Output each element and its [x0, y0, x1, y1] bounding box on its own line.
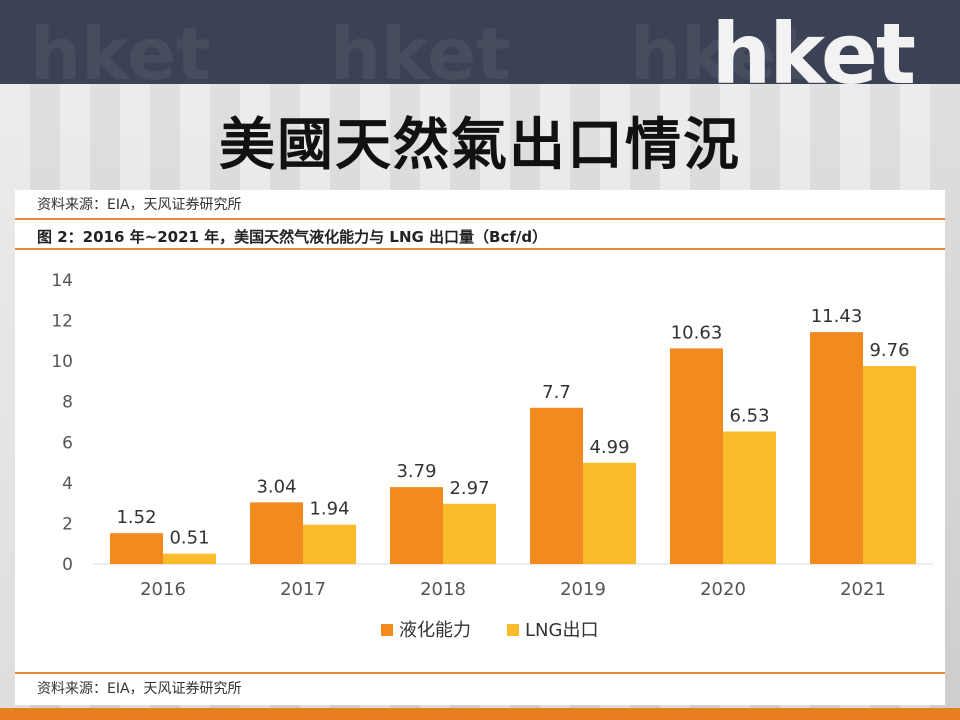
- x-tick-label: 2016: [140, 579, 186, 600]
- legend-swatch: [507, 624, 519, 636]
- bar-lng-export-2021: [863, 366, 916, 564]
- data-label: 3.04: [256, 476, 296, 497]
- watermark-text: hket: [330, 12, 511, 96]
- chart-panel: 资料来源：EIA，天风证券研究所 图 2：2016 年~2021 年，美国天然气…: [15, 190, 945, 705]
- data-label: 1.94: [309, 499, 349, 520]
- header-bar: hket hket hket hket: [0, 0, 960, 96]
- bar-lng-export-2016: [163, 553, 216, 564]
- y-tick-labels: 0 2 4 6 8 10 12 14: [51, 271, 73, 575]
- y-tick-label: 2: [62, 514, 73, 534]
- page-title: 美國天然氣出口情況: [219, 113, 741, 178]
- watermark-text: hket: [30, 12, 211, 96]
- bar-liquefaction-2021: [810, 332, 863, 564]
- data-label: 2.97: [449, 478, 489, 499]
- x-tick-labels: 2016 2017 2018 2019 2020 2021: [140, 579, 886, 600]
- y-tick-label: 14: [51, 271, 73, 291]
- legend-swatch: [381, 624, 393, 636]
- bar-liquefaction-2018: [390, 487, 443, 564]
- hket-logo: hket: [711, 5, 916, 103]
- x-tick-label: 2018: [420, 579, 466, 600]
- data-label: 10.63: [671, 322, 723, 343]
- bar-lng-export-2017: [303, 524, 356, 564]
- data-label: 6.53: [729, 406, 769, 427]
- divider-line: [15, 248, 945, 250]
- bar-chart: 0 2 4 6 8 10 12 14 1.52 0.51 3.04 1.94 3.79 2.97 7.7 4…: [51, 271, 933, 641]
- data-label: 4.99: [589, 437, 629, 458]
- source-note-bottom: 资料来源：EIA，天风证券研究所: [37, 681, 242, 697]
- y-tick-label: 8: [62, 393, 73, 413]
- bars: [110, 332, 916, 564]
- bar-liquefaction-2020: [670, 348, 723, 564]
- watermark-text: hket: [630, 12, 811, 96]
- bar-liquefaction-2017: [250, 502, 303, 564]
- data-label: 0.51: [169, 528, 209, 549]
- x-tick-label: 2019: [560, 579, 606, 600]
- y-tick-label: 6: [62, 433, 73, 453]
- y-tick-label: 4: [62, 474, 73, 494]
- source-note-top: 资料来源：EIA，天风证券研究所: [37, 197, 242, 213]
- bar-lng-export-2020: [723, 431, 776, 564]
- y-tick-label: 10: [51, 352, 73, 372]
- y-tick-label: 12: [51, 312, 73, 332]
- data-label: 11.43: [811, 306, 863, 327]
- data-labels: 1.52 0.51 3.04 1.94 3.79 2.97 7.7 4.99 10.63 6.53…: [116, 306, 909, 549]
- data-label: 1.52: [116, 507, 156, 528]
- data-label: 9.76: [869, 340, 909, 361]
- y-tick-label: 0: [62, 555, 73, 575]
- x-tick-label: 2017: [280, 579, 326, 600]
- legend-label: 液化能力: [399, 620, 471, 641]
- footer-bar: [0, 708, 960, 720]
- bar-lng-export-2019: [583, 462, 636, 564]
- divider-line: [15, 672, 945, 674]
- data-label: 3.79: [396, 461, 436, 482]
- figure-caption: 图 2：2016 年~2021 年，美国天然气液化能力与 LNG 出口量（Bcf…: [37, 228, 548, 246]
- legend-label: LNG出口: [525, 620, 598, 641]
- x-tick-label: 2020: [700, 579, 746, 600]
- x-tick-label: 2021: [840, 579, 886, 600]
- bar-lng-export-2018: [443, 503, 496, 564]
- legend: 液化能力 LNG出口: [381, 620, 598, 641]
- data-label: 7.7: [542, 382, 571, 403]
- bar-liquefaction-2016: [110, 533, 163, 564]
- divider-line: [15, 218, 945, 220]
- bar-liquefaction-2019: [530, 407, 583, 564]
